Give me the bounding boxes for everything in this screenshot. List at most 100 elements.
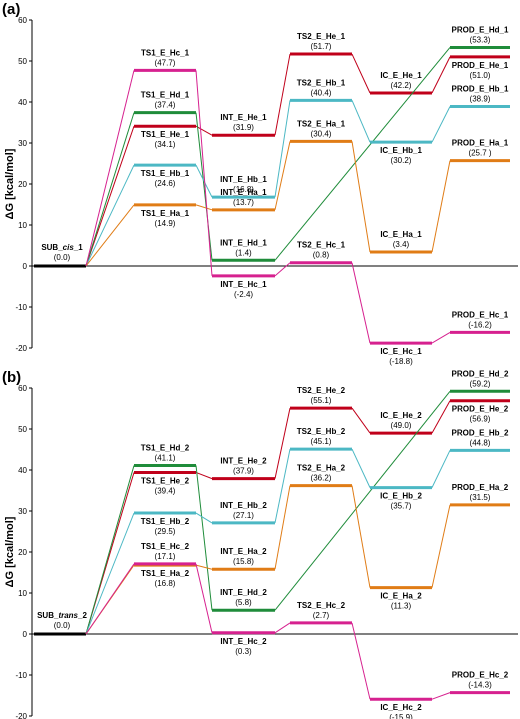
state-name: TS1_E_He_1 bbox=[141, 130, 190, 139]
connector bbox=[85, 204, 135, 267]
state-value: (40.4) bbox=[311, 88, 332, 97]
connector bbox=[431, 400, 451, 434]
y-tick-label: 40 bbox=[18, 466, 27, 475]
connector bbox=[431, 692, 451, 700]
state-value: (29.5) bbox=[155, 527, 176, 536]
state-name: IC_E_He_2 bbox=[380, 411, 422, 420]
y-tick-label: 40 bbox=[18, 98, 27, 107]
state-value-start: (0.0) bbox=[54, 253, 71, 262]
state-value: (42.2) bbox=[391, 81, 412, 90]
connector bbox=[351, 141, 371, 253]
state-name: IC_E_Hc_1 bbox=[380, 347, 422, 356]
state-value: (5.8) bbox=[235, 598, 252, 607]
state-value: (14.9) bbox=[155, 219, 176, 228]
connector bbox=[351, 262, 371, 344]
connector bbox=[85, 465, 135, 635]
state-value: (56.9) bbox=[470, 415, 491, 424]
connector bbox=[85, 563, 135, 635]
y-tick-label: -20 bbox=[15, 344, 27, 353]
state-value: (38.9) bbox=[470, 95, 491, 104]
connector bbox=[274, 407, 291, 479]
state-name: TS1_E_Ha_1 bbox=[141, 209, 190, 218]
connector bbox=[274, 141, 291, 210]
connector bbox=[351, 53, 371, 94]
connector bbox=[431, 331, 451, 344]
y-tick-label: 0 bbox=[23, 262, 28, 271]
connector bbox=[85, 112, 135, 267]
state-name: INT_E_Hd_2 bbox=[220, 588, 267, 597]
state-name: INT_E_Hc_2 bbox=[220, 637, 267, 646]
state-value: (-15.9) bbox=[389, 713, 413, 719]
y-axis-label: ΔG [kcal/mol] bbox=[4, 148, 16, 219]
energy-panel-a: (a) -20 -10 0 10 20 30 40 50 60 ΔG [kcal/mol] SUB_c… bbox=[2, 1, 518, 366]
y-tick-label: 60 bbox=[18, 16, 27, 25]
connector bbox=[195, 70, 213, 276]
y-tick-label: 30 bbox=[18, 507, 27, 516]
y-tick-label: 30 bbox=[18, 139, 27, 148]
state-value: (-14.3) bbox=[468, 681, 492, 690]
series-3: TS1_E_Ha_1(14.9) INT_E_Ha_1(13.7) TS2_E_Ha… bbox=[85, 119, 510, 267]
state-value: (2.7) bbox=[313, 611, 330, 620]
state-value: (30.2) bbox=[391, 156, 412, 165]
series-1: TS1_E_Hd_2(41.1) INT_E_Hd_2(5.8) PROD_E_Hd… bbox=[85, 369, 510, 635]
connector bbox=[274, 485, 291, 570]
state-name: TS1_E_Hc_1 bbox=[141, 48, 190, 57]
series-0: TS1_E_He_2(39.4) INT_E_He_2(37.9) TS2_E_He… bbox=[85, 386, 510, 635]
state-value: (1.4) bbox=[235, 248, 252, 257]
state-value: (35.7) bbox=[391, 502, 412, 511]
state-name: PROD_E_Hb_1 bbox=[452, 85, 509, 94]
state-value: (13.7) bbox=[233, 198, 254, 207]
connector bbox=[351, 622, 371, 700]
state-name: TS2_E_He_1 bbox=[297, 32, 346, 41]
state-name: INT_E_Hb_2 bbox=[220, 501, 267, 510]
connector bbox=[195, 512, 213, 524]
state-name: TS2_E_He_2 bbox=[297, 386, 346, 395]
series-4: TS1_E_Hc_2(17.1) INT_E_Hc_2(0.3) TS2_E_Hc_… bbox=[85, 542, 510, 719]
connector bbox=[85, 70, 135, 267]
state-value: (34.1) bbox=[155, 140, 176, 149]
state-value: (37.4) bbox=[155, 101, 176, 110]
state-value: (15.8) bbox=[233, 557, 254, 566]
state-value: (30.4) bbox=[311, 129, 332, 138]
connector bbox=[431, 106, 451, 143]
y-tick-label: -20 bbox=[15, 712, 27, 719]
connector bbox=[195, 125, 213, 136]
state-name: TS2_E_Hb_2 bbox=[297, 427, 346, 436]
state-name: TS1_E_Hd_1 bbox=[141, 91, 190, 100]
connector bbox=[431, 450, 451, 488]
state-name: INT_E_He_1 bbox=[220, 113, 267, 122]
state-name-start: SUB_cis_1 bbox=[41, 243, 83, 252]
state-name: IC_E_Ha_1 bbox=[380, 230, 422, 239]
state-name: PROD_E_Hb_2 bbox=[452, 428, 509, 437]
state-name: INT_E_Ha_1 bbox=[220, 188, 267, 197]
connector bbox=[195, 471, 213, 480]
state-name: PROD_E_Ha_1 bbox=[452, 139, 509, 148]
state-value: (3.4) bbox=[393, 240, 410, 249]
y-tick-label: 20 bbox=[18, 548, 27, 557]
connector bbox=[195, 164, 213, 198]
state-name: TS1_E_Hd_2 bbox=[141, 443, 190, 452]
connector bbox=[274, 390, 451, 611]
connector bbox=[274, 47, 451, 261]
state-value: (51.7) bbox=[311, 42, 332, 51]
state-value: (47.7) bbox=[155, 58, 176, 67]
state-name: TS2_E_Ha_1 bbox=[297, 119, 346, 128]
state-value: (44.8) bbox=[470, 438, 491, 447]
state-name: TS1_E_He_2 bbox=[141, 476, 190, 485]
state-name: PROD_E_He_1 bbox=[452, 61, 509, 70]
state-value: (16.8) bbox=[155, 579, 176, 588]
state-name: PROD_E_Hc_1 bbox=[452, 310, 509, 319]
connector bbox=[274, 100, 291, 198]
state-value: (0.8) bbox=[313, 251, 330, 260]
connector bbox=[431, 504, 451, 588]
connector bbox=[195, 465, 213, 611]
energy-panel-b: (b) -20 -10 0 10 20 30 40 50 60 ΔG [kcal/mol] SUB_t… bbox=[2, 369, 518, 719]
state-value: (11.3) bbox=[391, 602, 412, 611]
state-name: IC_E_Hc_2 bbox=[380, 703, 422, 712]
state-name: PROD_E_Hd_1 bbox=[452, 25, 509, 34]
state-value: (49.0) bbox=[391, 421, 412, 430]
connector bbox=[274, 448, 291, 523]
state-name: INT_E_Hd_1 bbox=[220, 238, 267, 247]
y-tick-label: 50 bbox=[18, 57, 27, 66]
state-value: (31.9) bbox=[233, 123, 254, 132]
